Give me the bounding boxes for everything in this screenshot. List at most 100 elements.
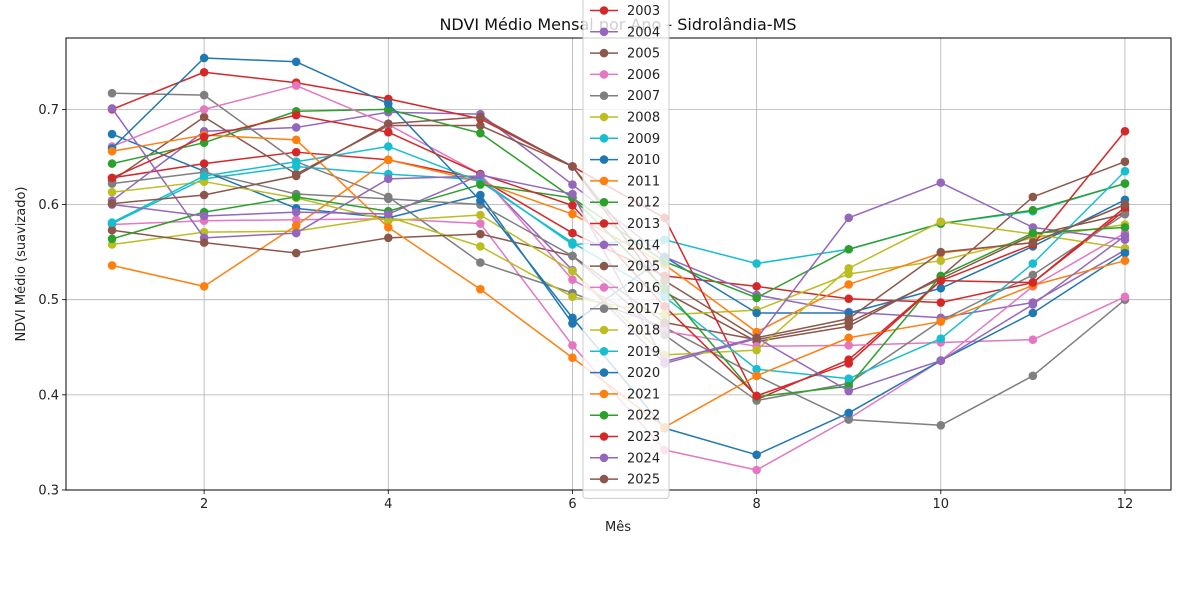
data-point <box>568 292 577 302</box>
data-point <box>752 345 761 355</box>
data-point <box>568 162 577 171</box>
data-point <box>291 171 301 181</box>
legend-label: 2014 <box>627 238 660 253</box>
data-point <box>752 364 761 374</box>
data-point <box>476 229 485 239</box>
data-point <box>568 180 577 189</box>
data-point <box>476 112 485 122</box>
data-point <box>199 90 209 100</box>
legend-marker <box>599 197 609 207</box>
data-point <box>383 194 393 204</box>
data-point <box>476 196 485 206</box>
data-point <box>107 146 117 156</box>
data-point <box>107 261 117 270</box>
data-point <box>752 308 761 318</box>
data-point <box>291 123 301 132</box>
legend-marker <box>599 6 609 15</box>
legend-item: 2019 <box>590 345 660 360</box>
legend-item: 2003 <box>590 4 660 19</box>
legend-marker <box>599 368 609 377</box>
data-point <box>199 53 209 63</box>
data-point <box>199 238 209 247</box>
data-point <box>752 282 761 291</box>
x-tick-label: 10 <box>933 497 950 512</box>
legend-label: 2015 <box>627 260 660 275</box>
data-point <box>752 259 761 268</box>
data-point <box>936 317 946 326</box>
legend-label: 2023 <box>627 430 660 445</box>
legend-label: 2024 <box>627 451 660 466</box>
legend-marker <box>599 134 609 143</box>
legend-marker <box>599 389 609 399</box>
data-point <box>844 408 854 418</box>
data-point <box>476 242 485 251</box>
legend-item: 2005 <box>590 47 660 62</box>
data-point <box>1120 200 1130 209</box>
data-point <box>1120 179 1130 188</box>
y-axis-label: NDVI Médio (suavizado) <box>14 187 29 342</box>
legend-label: 2006 <box>627 68 660 83</box>
legend-item: 2010 <box>590 153 660 168</box>
legend-item: 2022 <box>590 409 660 424</box>
data-point <box>568 209 577 219</box>
data-point <box>936 256 946 265</box>
data-point <box>568 189 577 199</box>
legend-marker <box>599 325 609 335</box>
data-point <box>752 371 761 381</box>
data-point <box>383 223 393 232</box>
data-point <box>199 190 209 200</box>
data-point <box>1120 209 1130 219</box>
legend-item: 2013 <box>590 217 660 232</box>
data-point <box>752 450 761 460</box>
legend-marker <box>599 70 609 79</box>
data-point <box>107 129 117 139</box>
legend-item: 2007 <box>590 89 660 104</box>
data-point <box>291 228 301 238</box>
x-tick-label: 6 <box>568 497 576 512</box>
data-point <box>568 228 577 238</box>
data-point <box>107 88 117 98</box>
legend: 2003 2004 2005 2006 2007 2008 2009 2010 2011 2012… <box>582 0 670 499</box>
data-point <box>1028 228 1038 238</box>
data-point <box>1028 308 1038 318</box>
data-point <box>383 209 393 219</box>
legend-marker <box>599 432 609 441</box>
legend-marker <box>599 304 609 314</box>
legend-item: 2006 <box>590 68 660 83</box>
legend-label: 2017 <box>627 302 660 317</box>
data-point <box>383 119 393 128</box>
data-point <box>199 132 209 142</box>
data-point <box>1120 256 1130 265</box>
legend-item: 2012 <box>590 196 660 211</box>
data-point <box>476 128 485 138</box>
data-point <box>568 275 577 285</box>
legend-label: 2020 <box>627 366 660 381</box>
data-point <box>476 210 485 220</box>
data-point <box>107 187 117 197</box>
legend-label: 2016 <box>627 281 660 296</box>
data-point <box>1120 292 1130 302</box>
data-point <box>1028 335 1038 344</box>
data-point <box>1120 248 1130 258</box>
data-point <box>291 57 301 67</box>
data-point <box>107 173 117 183</box>
data-point <box>936 283 946 293</box>
data-point <box>844 374 854 383</box>
legend-marker <box>599 474 609 484</box>
data-point <box>291 248 301 258</box>
legend-item: 2014 <box>590 238 660 253</box>
legend-marker <box>599 176 609 186</box>
data-point <box>107 225 117 235</box>
legend-label: 2018 <box>627 324 660 339</box>
data-point <box>383 233 393 243</box>
legend-label: 2019 <box>627 345 660 360</box>
legend-label: 2008 <box>627 111 660 126</box>
data-point <box>383 142 393 151</box>
data-point <box>291 221 301 230</box>
data-point <box>936 247 946 257</box>
legend-item: 2024 <box>590 451 660 466</box>
legend-item: 2004 <box>590 25 660 40</box>
data-point <box>568 266 577 276</box>
axis-ticks: 2 4 6 8 10 12 0.3 0.4 0.5 0.6 0.7 <box>38 103 1133 512</box>
legend-marker <box>599 410 609 420</box>
